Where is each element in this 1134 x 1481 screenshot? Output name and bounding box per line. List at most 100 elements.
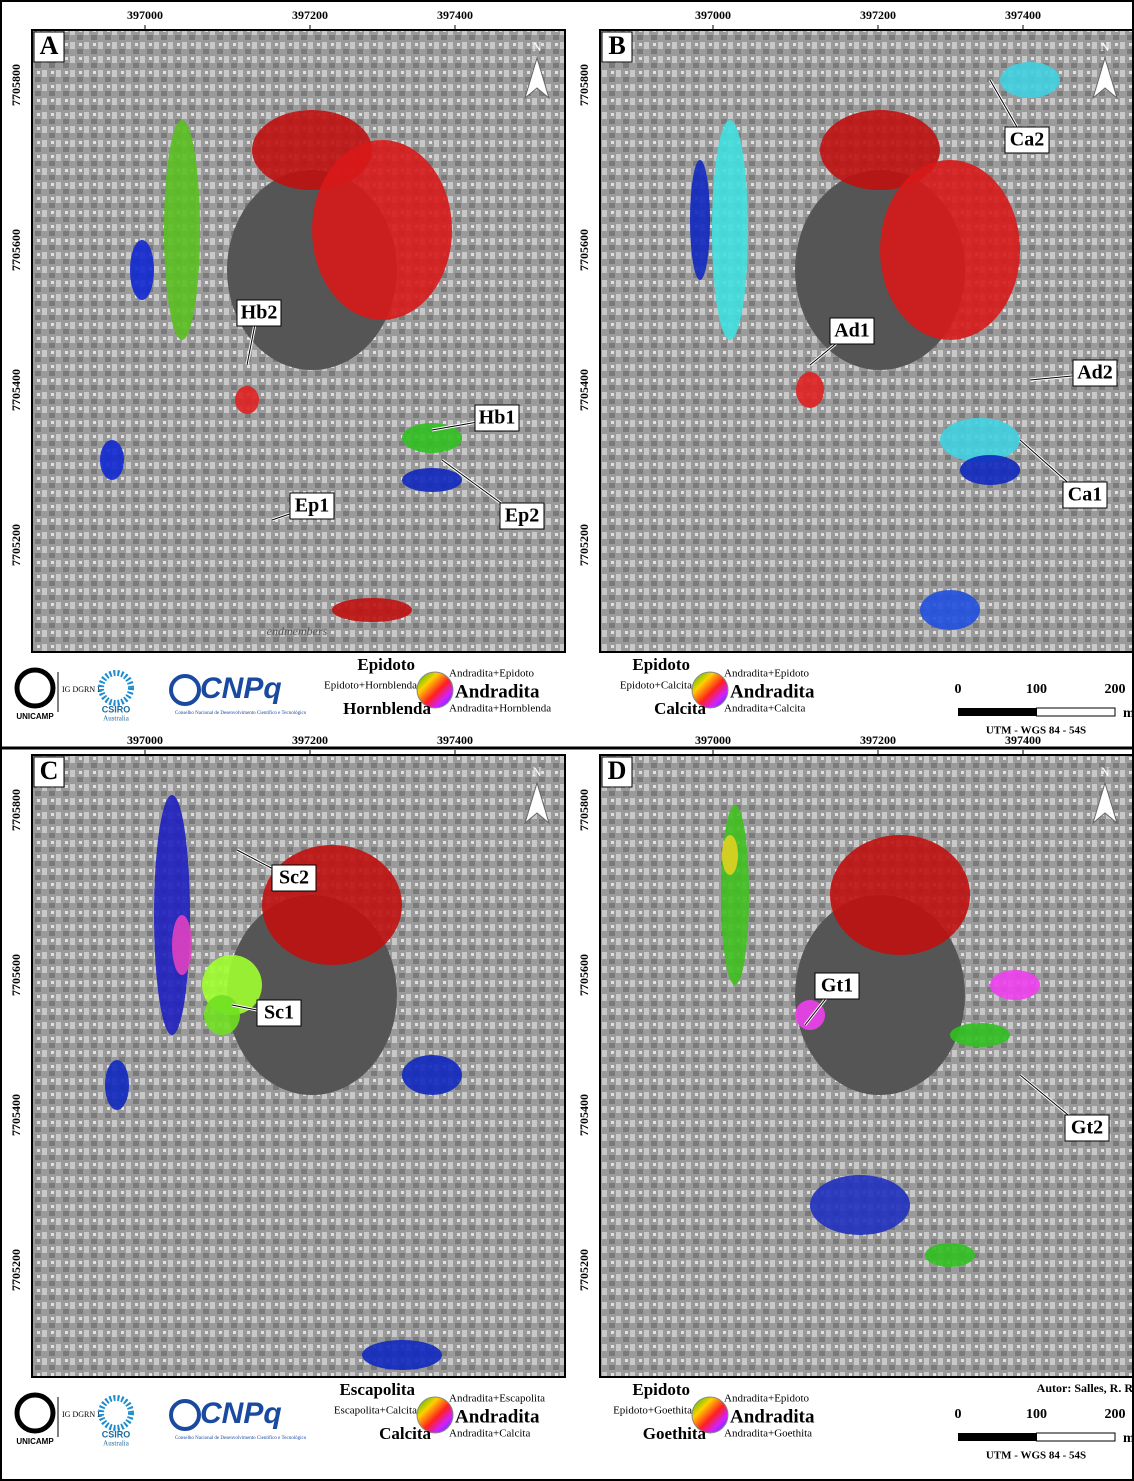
map-note: endmembers xyxy=(267,624,328,638)
scale-bar xyxy=(958,708,1037,716)
mineral-area xyxy=(402,1055,462,1095)
legend-bottom: Goethita xyxy=(643,1424,707,1443)
author: Autor: Salles, R. R xyxy=(1037,1381,1134,1395)
legend-bottom-right: Andradita+Goethita xyxy=(724,1428,812,1440)
legend-left: Escapolita+Calcita xyxy=(334,1405,417,1417)
x-coordinate: 397200 xyxy=(860,733,896,747)
cnpq-sub: Conselho Nacional de Desenvolvimento Cie… xyxy=(175,711,307,716)
mineral-area xyxy=(204,995,240,1035)
legend-right: Andradita xyxy=(730,1406,815,1427)
mineral-area xyxy=(262,845,402,965)
unicamp-logo xyxy=(17,670,53,706)
mineral-area xyxy=(920,590,980,630)
scale-bar xyxy=(1037,708,1116,716)
mineral-area xyxy=(960,455,1020,485)
legend-right: Andradita xyxy=(455,681,540,702)
callout-label: Gt2 xyxy=(1071,1117,1103,1139)
x-coordinate: 397000 xyxy=(695,8,731,22)
north-arrow-label: N xyxy=(532,764,542,779)
north-arrow-label: N xyxy=(1100,39,1110,54)
mineral-area xyxy=(105,1060,129,1110)
north-arrow-label: N xyxy=(532,39,542,54)
panel-letter: B xyxy=(608,31,625,60)
cnpq-name: CNPq xyxy=(200,672,282,705)
scale-bar xyxy=(958,1433,1037,1441)
north-arrow-label: N xyxy=(1100,764,1110,779)
legend-top: Escapolita xyxy=(339,1380,415,1399)
y-coordinate: 7705400 xyxy=(577,369,591,411)
datum: UTM - WGS 84 - 54S xyxy=(986,1450,1086,1462)
mineral-area xyxy=(880,160,1020,340)
legend-bottom: Calcita xyxy=(654,699,706,718)
datum: UTM - WGS 84 - 54S xyxy=(986,725,1086,737)
csiro-logo xyxy=(101,673,131,703)
y-coordinate: 7705400 xyxy=(9,369,23,411)
y-coordinate: 7705800 xyxy=(9,789,23,831)
csiro-sub: Australia xyxy=(103,1440,130,1448)
x-coordinate: 397400 xyxy=(1005,8,1041,22)
legend-bottom: Calcita xyxy=(379,1424,431,1443)
panel-letter: C xyxy=(40,756,59,785)
mineral-area xyxy=(722,835,738,875)
y-coordinate: 7705400 xyxy=(577,1094,591,1136)
mineral-area xyxy=(830,835,970,955)
scale-tick: 0 xyxy=(955,682,962,697)
callout-label: Ad2 xyxy=(1077,362,1113,384)
legend-bottom-right: Andradita+Calcita xyxy=(449,1428,530,1440)
legend-top-right: Andradita+Epidoto xyxy=(449,668,535,680)
csiro-sub: Australia xyxy=(103,715,130,723)
callout-label: Gt1 xyxy=(821,975,853,997)
callout-label: Ca1 xyxy=(1068,484,1102,506)
callout-label: Hb2 xyxy=(241,302,278,324)
callout-label: Sc2 xyxy=(279,867,309,889)
panel-letter: D xyxy=(608,756,627,785)
map-panel xyxy=(32,30,565,652)
legend-left: Epidoto+Hornblenda xyxy=(324,680,417,692)
y-coordinate: 7705200 xyxy=(577,1249,591,1291)
legend-top-right: Andradita+Epidoto xyxy=(724,668,810,680)
legend-top: Epidoto xyxy=(632,1380,690,1399)
panel-letter: A xyxy=(40,31,59,60)
scale-tick: 200 xyxy=(1105,1407,1126,1422)
x-coordinate: 397400 xyxy=(437,8,473,22)
cnpq-logo xyxy=(171,676,199,704)
legend-bottom-right: Andradita+Calcita xyxy=(724,703,805,715)
mineral-area xyxy=(1000,62,1060,98)
callout-label: Sc1 xyxy=(264,1002,294,1024)
unicamp-logo xyxy=(17,1395,53,1431)
mineral-area xyxy=(950,1023,1010,1047)
scale-unit: m xyxy=(1123,1431,1134,1446)
csiro-name: CSIRO xyxy=(102,1429,131,1439)
cnpq-sub: Conselho Nacional de Desenvolvimento Cie… xyxy=(175,1436,307,1441)
legend-top: Epidoto xyxy=(357,655,415,674)
legend-bottom: Hornblenda xyxy=(343,699,431,718)
csiro-name: CSIRO xyxy=(102,704,131,714)
legend-right: Andradita xyxy=(730,681,815,702)
unicamp-name: UNICAMP xyxy=(16,1437,54,1446)
unicamp-name: UNICAMP xyxy=(16,712,54,721)
y-coordinate: 7705200 xyxy=(9,524,23,566)
mineral-area xyxy=(362,1340,442,1370)
legend-top-right: Andradita+Epidoto xyxy=(724,1393,810,1405)
x-coordinate: 397400 xyxy=(437,733,473,747)
y-coordinate: 7705400 xyxy=(9,1094,23,1136)
legend-bottom-right: Andradita+Hornblenda xyxy=(449,703,551,715)
callout-label: Ca2 xyxy=(1010,129,1044,151)
scale-tick: 100 xyxy=(1026,682,1047,697)
x-coordinate: 397000 xyxy=(127,8,163,22)
x-coordinate: 397000 xyxy=(127,733,163,747)
callout-label: Ep2 xyxy=(505,505,539,527)
mineral-area xyxy=(164,120,200,340)
y-coordinate: 7705800 xyxy=(577,64,591,106)
y-coordinate: 7705200 xyxy=(9,1249,23,1291)
scale-tick: 200 xyxy=(1105,682,1126,697)
mineral-area xyxy=(925,1243,975,1267)
mineral-area xyxy=(402,468,462,492)
mineral-area xyxy=(796,372,824,408)
cnpq-logo xyxy=(171,1401,199,1429)
mineral-area xyxy=(721,805,749,985)
scale-unit: m xyxy=(1123,706,1134,721)
legend-top: Epidoto xyxy=(632,655,690,674)
x-coordinate: 397200 xyxy=(292,733,328,747)
y-coordinate: 7705200 xyxy=(577,524,591,566)
